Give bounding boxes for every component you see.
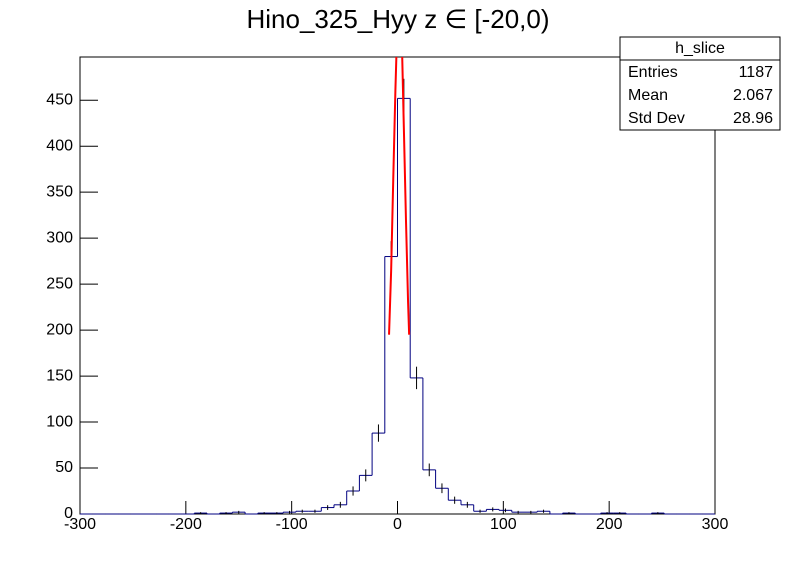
- chart-title: Hino_325_Hyy z ∈ [-20,0): [246, 4, 549, 34]
- y-tick-label: 0: [64, 505, 73, 522]
- y-tick-label: 300: [46, 229, 73, 246]
- y-tick-label: 400: [46, 137, 73, 154]
- y-tick-label: 250: [46, 275, 73, 292]
- fit-curve: [388, 57, 411, 335]
- y-tick-label: 50: [55, 459, 73, 476]
- stats-label: Std Dev: [628, 110, 685, 127]
- stats-value: 2.067: [733, 87, 773, 104]
- y-tick-label: 200: [46, 321, 73, 338]
- stats-label: Entries: [628, 64, 678, 81]
- stats-title: h_slice: [675, 40, 725, 57]
- y-tick-label: 100: [46, 413, 73, 430]
- x-tick-label: 0: [393, 516, 402, 533]
- x-tick-label: -100: [276, 516, 308, 533]
- x-tick-label: 100: [490, 516, 517, 533]
- x-tick-label: -300: [64, 516, 96, 533]
- stats-box: [619, 36, 781, 131]
- y-tick-label: 150: [46, 367, 73, 384]
- y-tick-label: 350: [46, 183, 73, 200]
- x-tick-label: 200: [596, 516, 623, 533]
- stats-label: Mean: [628, 87, 668, 104]
- x-tick-label: 300: [702, 516, 729, 533]
- stats-value: 1187: [739, 64, 774, 81]
- x-tick-label: -200: [170, 516, 202, 533]
- y-tick-label: 450: [46, 91, 73, 108]
- stats-value: 28.96: [733, 110, 773, 127]
